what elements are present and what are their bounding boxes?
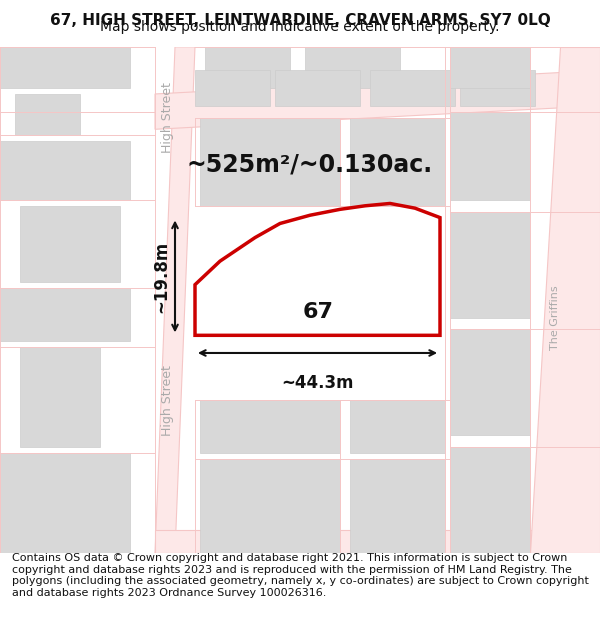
Polygon shape	[450, 112, 530, 200]
Polygon shape	[205, 47, 290, 88]
Polygon shape	[155, 47, 195, 553]
Polygon shape	[0, 288, 130, 341]
Polygon shape	[200, 118, 340, 206]
Text: Map shows position and indicative extent of the property.: Map shows position and indicative extent…	[100, 20, 500, 34]
Text: Contains OS data © Crown copyright and database right 2021. This information is : Contains OS data © Crown copyright and d…	[12, 553, 589, 598]
Polygon shape	[0, 453, 130, 553]
Polygon shape	[0, 47, 130, 88]
Polygon shape	[450, 329, 530, 436]
Polygon shape	[450, 212, 530, 318]
Polygon shape	[350, 459, 445, 553]
Polygon shape	[530, 47, 600, 553]
Polygon shape	[370, 71, 455, 106]
Polygon shape	[0, 141, 130, 200]
Text: ~19.8m: ~19.8m	[152, 241, 170, 312]
Polygon shape	[20, 347, 100, 447]
Polygon shape	[460, 71, 535, 106]
Text: ~525m²/~0.130ac.: ~525m²/~0.130ac.	[187, 152, 433, 177]
Polygon shape	[305, 47, 400, 88]
Text: The Griffins: The Griffins	[550, 286, 560, 350]
Polygon shape	[450, 447, 530, 553]
Polygon shape	[350, 118, 445, 206]
Text: High Street: High Street	[161, 82, 175, 153]
Polygon shape	[450, 47, 530, 88]
Text: 67: 67	[302, 302, 334, 322]
Polygon shape	[15, 94, 80, 135]
Text: ~44.3m: ~44.3m	[281, 374, 354, 392]
Polygon shape	[200, 400, 340, 453]
Text: High Street: High Street	[161, 364, 175, 436]
Polygon shape	[20, 206, 120, 282]
Polygon shape	[155, 529, 600, 553]
Polygon shape	[195, 71, 270, 106]
Polygon shape	[275, 71, 360, 106]
Polygon shape	[200, 459, 340, 553]
Text: 67, HIGH STREET, LEINTWARDINE, CRAVEN ARMS, SY7 0LQ: 67, HIGH STREET, LEINTWARDINE, CRAVEN AR…	[50, 13, 550, 28]
Polygon shape	[155, 71, 600, 129]
Polygon shape	[350, 400, 445, 453]
